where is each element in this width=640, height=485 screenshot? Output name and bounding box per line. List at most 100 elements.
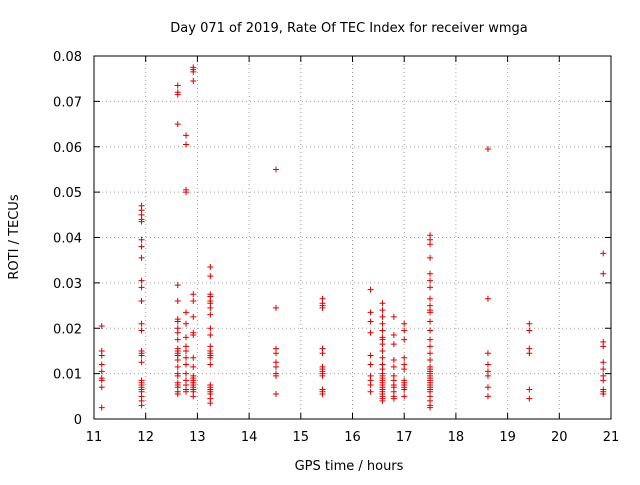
data-point bbox=[600, 391, 607, 398]
data-point bbox=[183, 141, 190, 148]
data-point bbox=[190, 298, 197, 305]
data-point bbox=[319, 372, 326, 379]
data-point bbox=[98, 361, 105, 368]
data-point bbox=[190, 332, 197, 339]
chart-title: Day 071 of 2019, Rate Of TEC Index for r… bbox=[170, 21, 527, 36]
x-axis-label: GPS time / hours bbox=[295, 459, 404, 474]
data-point bbox=[427, 309, 434, 316]
data-point bbox=[183, 370, 190, 377]
data-point bbox=[174, 357, 181, 364]
data-point bbox=[207, 354, 214, 361]
data-point bbox=[367, 318, 374, 325]
scatter-points bbox=[98, 64, 607, 411]
data-point bbox=[484, 361, 491, 368]
x-tick-label: 19 bbox=[499, 430, 516, 445]
data-point bbox=[174, 282, 181, 289]
grid bbox=[94, 56, 611, 419]
data-point bbox=[272, 304, 279, 311]
data-point bbox=[190, 68, 197, 75]
data-point bbox=[526, 395, 533, 402]
data-point bbox=[427, 241, 434, 248]
data-point bbox=[138, 352, 145, 359]
data-point bbox=[190, 354, 197, 361]
data-point bbox=[427, 284, 434, 291]
data-point bbox=[138, 243, 145, 250]
y-tick-label: 0.06 bbox=[53, 141, 82, 156]
data-point bbox=[272, 363, 279, 370]
x-tick-label: 15 bbox=[293, 430, 310, 445]
data-point bbox=[319, 391, 326, 398]
data-point bbox=[427, 295, 434, 302]
data-point bbox=[138, 320, 145, 327]
data-point bbox=[183, 132, 190, 139]
data-point bbox=[427, 336, 434, 343]
data-point bbox=[138, 218, 145, 225]
data-point bbox=[138, 359, 145, 366]
data-point bbox=[138, 402, 145, 409]
x-tick-label: 16 bbox=[344, 430, 361, 445]
data-point bbox=[98, 384, 105, 391]
data-point bbox=[174, 298, 181, 305]
y-tick-label: 0.01 bbox=[53, 368, 82, 383]
data-point bbox=[207, 311, 214, 318]
data-point bbox=[484, 146, 491, 153]
data-point bbox=[98, 352, 105, 359]
data-point bbox=[190, 291, 197, 298]
data-point bbox=[138, 284, 145, 291]
data-point bbox=[427, 343, 434, 350]
data-point bbox=[174, 318, 181, 325]
data-point bbox=[138, 327, 145, 334]
y-tick-label: 0.03 bbox=[53, 277, 82, 292]
data-point bbox=[207, 400, 214, 407]
data-point bbox=[138, 236, 145, 243]
data-point bbox=[600, 366, 607, 373]
data-point bbox=[207, 325, 214, 332]
data-point bbox=[600, 250, 607, 257]
data-point bbox=[600, 270, 607, 277]
y-axis-label: ROTI / TECUs bbox=[7, 194, 22, 279]
data-point bbox=[390, 395, 397, 402]
data-point bbox=[526, 386, 533, 393]
data-point bbox=[427, 327, 434, 334]
y-tick-label: 0.08 bbox=[53, 50, 82, 65]
x-tick-label: 18 bbox=[448, 430, 465, 445]
data-point bbox=[379, 327, 386, 334]
data-point bbox=[526, 320, 533, 327]
data-point bbox=[174, 82, 181, 89]
data-point bbox=[174, 372, 181, 379]
data-point bbox=[319, 304, 326, 311]
data-point bbox=[427, 270, 434, 277]
data-point bbox=[207, 361, 214, 368]
data-point bbox=[174, 363, 181, 370]
data-point bbox=[367, 381, 374, 388]
x-tick-label: 17 bbox=[396, 430, 413, 445]
x-tick-label: 20 bbox=[551, 430, 568, 445]
data-point bbox=[190, 313, 197, 320]
x-tick-label: 21 bbox=[603, 430, 620, 445]
data-point bbox=[174, 329, 181, 336]
data-point bbox=[174, 121, 181, 128]
data-point bbox=[272, 391, 279, 398]
data-point bbox=[390, 357, 397, 364]
x-tick-label: 13 bbox=[189, 430, 206, 445]
data-point bbox=[207, 332, 214, 339]
data-point bbox=[427, 350, 434, 357]
data-point bbox=[174, 91, 181, 98]
data-point bbox=[207, 263, 214, 270]
data-point bbox=[272, 166, 279, 173]
data-point bbox=[190, 363, 197, 370]
data-point bbox=[98, 368, 105, 375]
data-point bbox=[427, 254, 434, 261]
data-point bbox=[207, 304, 214, 311]
data-point bbox=[427, 277, 434, 284]
data-point bbox=[98, 322, 105, 329]
y-tick-label: 0.05 bbox=[53, 186, 82, 201]
data-point bbox=[183, 320, 190, 327]
data-point bbox=[484, 384, 491, 391]
data-point bbox=[183, 334, 190, 341]
data-point bbox=[401, 366, 408, 373]
data-point bbox=[484, 295, 491, 302]
data-point bbox=[401, 354, 408, 361]
